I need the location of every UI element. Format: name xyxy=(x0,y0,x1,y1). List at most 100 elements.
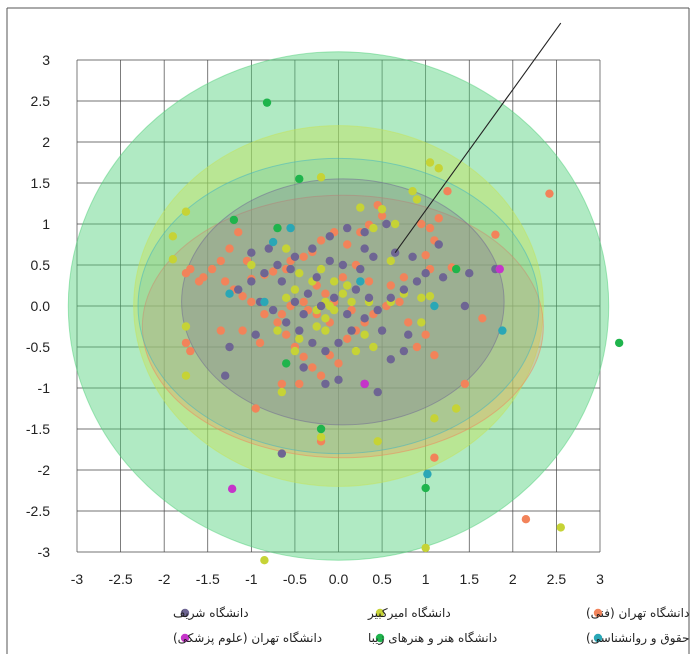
legend-marker xyxy=(375,633,385,643)
data-point-series-2 xyxy=(347,297,356,307)
data-point-series-3 xyxy=(360,314,369,323)
data-point-series-4 xyxy=(614,338,624,348)
y-tick-label: -0.5 xyxy=(26,339,50,355)
data-point-series-3 xyxy=(360,244,369,253)
confidence-ellipse-1 xyxy=(67,51,610,561)
data-point-series-2 xyxy=(295,334,304,343)
data-point-series-2 xyxy=(451,404,461,413)
data-point-series-4 xyxy=(229,215,239,225)
legend-label: دانشگاه تهران (علوم پزشکی) xyxy=(173,631,322,646)
data-point-series-2 xyxy=(316,264,326,274)
data-point-series-2 xyxy=(386,256,395,266)
data-point-series-1 xyxy=(238,291,247,301)
y-tick-label: 1.5 xyxy=(31,175,51,191)
data-point-series-3 xyxy=(377,326,387,335)
data-point-series-4 xyxy=(295,174,304,184)
data-point-series-1 xyxy=(395,297,404,307)
data-point-series-5 xyxy=(268,237,278,247)
x-tick-label: 1.5 xyxy=(460,571,480,587)
y-tick-label: 0.0 xyxy=(31,298,51,314)
data-point-series-1 xyxy=(399,273,409,282)
data-point-series-3 xyxy=(460,301,470,311)
data-points xyxy=(168,98,624,565)
data-point-series-1 xyxy=(216,326,226,335)
y-tick-label: 3 xyxy=(42,52,50,68)
data-point-series-1 xyxy=(521,515,531,524)
data-point-series-2 xyxy=(338,289,348,298)
data-point-series-2 xyxy=(434,164,443,173)
data-point-series-3 xyxy=(373,387,382,397)
x-tick-label: -0.5 xyxy=(283,571,307,587)
data-point-series-1 xyxy=(412,342,422,352)
data-point-series-1 xyxy=(316,371,326,380)
data-point-series-2 xyxy=(321,326,330,335)
data-point-series-3 xyxy=(343,223,352,233)
data-point-series-1 xyxy=(308,363,317,372)
tick-labels: -3 -2.5 -2 -1.5 -1 -0.5 0.0 0.5 1 1.5 2 2.5 3 3 2.5 2 1.… xyxy=(26,52,604,587)
data-point-series-5 xyxy=(225,289,234,298)
data-point-series-3 xyxy=(399,285,409,294)
data-point-series-3 xyxy=(290,297,300,307)
data-point-series-2 xyxy=(408,187,417,196)
data-point-series-2 xyxy=(181,371,191,380)
x-tick-label: 2.5 xyxy=(547,571,567,587)
data-point-series-2 xyxy=(556,523,565,532)
x-tick-label: -2 xyxy=(158,571,171,587)
legend-label: دانشگاه تهران (حقوق و روانشناسی) xyxy=(586,631,690,646)
data-point-series-1 xyxy=(404,318,413,327)
data-point-series-3 xyxy=(356,264,365,274)
data-point-series-1 xyxy=(216,256,226,266)
data-point-series-3 xyxy=(373,305,382,315)
data-point-series-1 xyxy=(234,228,243,237)
x-tick-label: 3 xyxy=(596,571,604,587)
data-point-series-1 xyxy=(299,297,308,307)
data-point-series-2 xyxy=(247,260,256,270)
data-point-series-3 xyxy=(316,301,326,311)
data-point-series-5 xyxy=(430,301,439,311)
data-point-series-2 xyxy=(321,314,330,323)
data-point-series-3 xyxy=(438,273,448,282)
data-point-series-3 xyxy=(338,260,348,270)
data-point-series-1 xyxy=(181,269,191,278)
data-point-series-3 xyxy=(364,293,374,302)
x-tick-label: 1 xyxy=(422,571,430,587)
data-point-series-1 xyxy=(220,277,230,286)
data-point-series-2 xyxy=(181,207,191,216)
data-point-series-3 xyxy=(329,293,339,302)
legend: دانشگاه تهران (فنی) دانشگاه امیرکبیر دانشگ… xyxy=(173,606,690,646)
data-point-series-3 xyxy=(251,330,260,339)
x-tick-label: 2 xyxy=(509,571,517,587)
data-point-series-1 xyxy=(316,236,326,245)
data-point-series-3 xyxy=(465,269,474,278)
data-point-series-4 xyxy=(262,98,272,107)
data-point-series-2 xyxy=(377,205,387,214)
data-point-series-3 xyxy=(343,310,352,319)
x-tick-label: 0.0 xyxy=(329,571,349,587)
data-point-series-2 xyxy=(282,293,291,302)
y-tick-label: 0.5 xyxy=(31,257,51,273)
data-point-series-1 xyxy=(299,352,308,362)
legend-label: دانشگاه امیرکبیر xyxy=(367,606,451,621)
data-point-series-1 xyxy=(268,267,278,276)
data-point-series-2 xyxy=(290,346,300,356)
y-tick-label: -2.5 xyxy=(26,503,50,519)
data-point-series-4 xyxy=(282,359,291,368)
data-point-series-3 xyxy=(399,346,409,356)
data-point-series-1 xyxy=(273,318,282,327)
data-point-series-1 xyxy=(255,338,265,348)
data-point-series-3 xyxy=(247,277,256,286)
data-point-series-2 xyxy=(421,543,430,553)
data-point-series-3 xyxy=(299,363,308,372)
data-point-series-1 xyxy=(386,281,395,290)
data-point-series-3 xyxy=(247,248,256,257)
x-tick-label: -3 xyxy=(71,571,84,587)
data-point-series-4 xyxy=(316,424,326,434)
data-point-series-3 xyxy=(334,375,343,384)
data-point-series-2 xyxy=(329,277,339,286)
data-point-series-3 xyxy=(369,252,378,261)
data-point-series-2 xyxy=(412,195,422,204)
data-point-series-2 xyxy=(351,346,361,356)
data-point-series-2 xyxy=(430,414,439,423)
data-point-series-3 xyxy=(325,256,334,266)
data-point-series-1 xyxy=(251,404,260,413)
